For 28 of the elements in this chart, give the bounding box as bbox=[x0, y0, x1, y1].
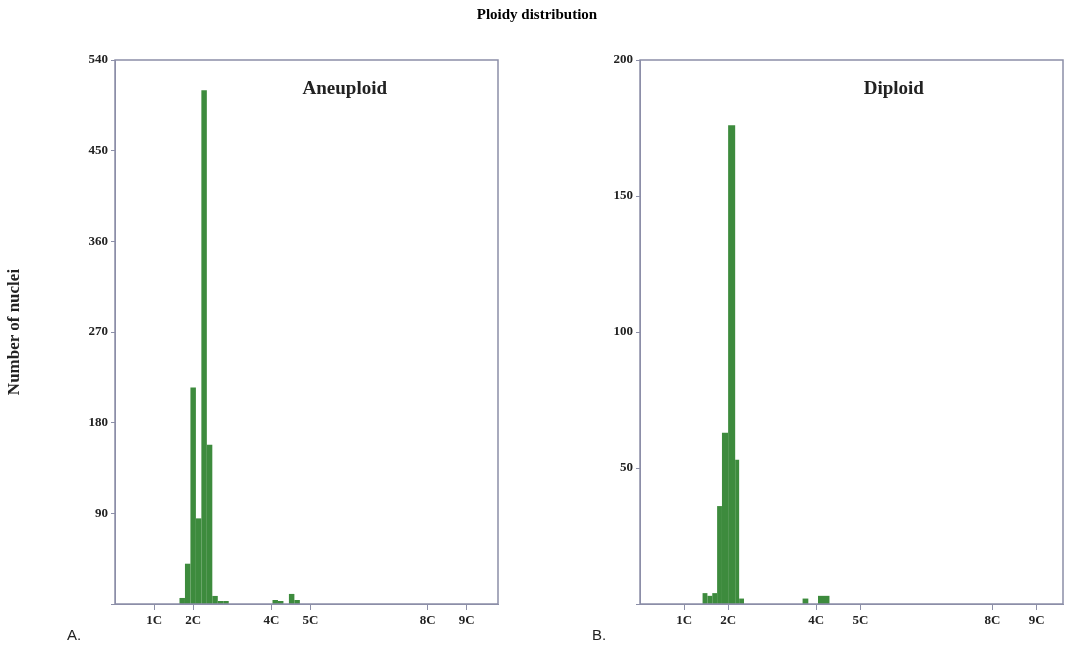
x-tick-label: 8C bbox=[419, 612, 436, 628]
x-tick-label: 5C bbox=[302, 612, 319, 628]
x-tick-label: 9C bbox=[1028, 612, 1045, 628]
text: Diploid bbox=[863, 77, 925, 99]
x-tick-label: 4C bbox=[808, 612, 825, 628]
x-tick-label: 1C bbox=[676, 612, 693, 628]
y-tick-label: 270 bbox=[88, 323, 108, 339]
x-tick-label: 9C bbox=[458, 612, 475, 628]
text: B. bbox=[592, 625, 607, 643]
y-tick-label: 90 bbox=[95, 504, 108, 520]
text: Aneuploid bbox=[302, 77, 388, 99]
x-tick-label: 1C bbox=[146, 612, 163, 628]
x-tick-label: 2C bbox=[720, 612, 737, 628]
text: A. bbox=[67, 625, 82, 643]
y-tick-label: 180 bbox=[88, 414, 108, 430]
x-tick-label: 4C bbox=[263, 612, 280, 628]
y-tick-label: 50 bbox=[620, 459, 633, 475]
y-tick-label: 450 bbox=[88, 142, 108, 158]
y-tick-label: 200 bbox=[613, 51, 633, 67]
y-tick-label: 100 bbox=[613, 323, 633, 339]
y-axis-title: Number of nuclei bbox=[3, 268, 23, 396]
text: Ploidy distribution bbox=[475, 6, 599, 23]
y-tick-label: 360 bbox=[88, 232, 108, 248]
x-tick-label: 8C bbox=[984, 612, 1001, 628]
x-tick-label: 2C bbox=[185, 612, 202, 628]
x-tick-label: 5C bbox=[852, 612, 869, 628]
y-tick-label: 540 bbox=[88, 51, 108, 67]
y-tick-label: 150 bbox=[613, 187, 633, 203]
